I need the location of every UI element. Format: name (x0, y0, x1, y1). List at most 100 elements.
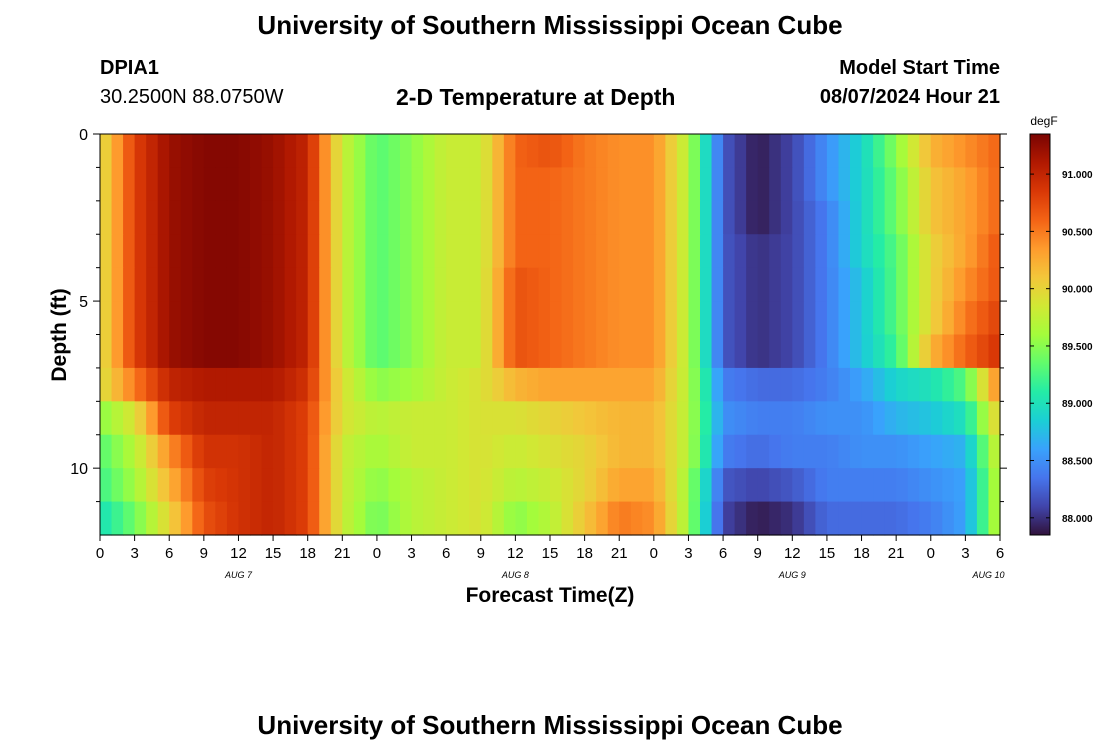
heatmap-cell (861, 468, 874, 503)
heatmap-cell (203, 367, 216, 402)
heatmap-cell (434, 301, 447, 336)
heatmap-cell (953, 367, 966, 402)
heatmap-cell (688, 200, 701, 235)
heatmap-cell (942, 200, 955, 235)
heatmap-cell (457, 167, 470, 202)
heatmap-cell (976, 434, 990, 469)
heatmap-cell (296, 434, 309, 469)
heatmap-cell (365, 167, 378, 202)
heatmap-cell (203, 167, 216, 202)
heatmap-cell (192, 134, 205, 169)
heatmap-cell (734, 501, 747, 536)
heatmap-cell (492, 234, 505, 269)
heatmap-cell (423, 134, 436, 169)
heatmap-cell (515, 434, 528, 469)
heatmap-cell (342, 501, 355, 536)
heatmap-cell (123, 234, 136, 269)
heatmap-cell (584, 301, 597, 336)
heatmap-cell (873, 301, 886, 336)
heatmap-cell (700, 167, 713, 202)
heatmap-cell (365, 501, 378, 536)
heatmap-cell (861, 434, 874, 469)
heatmap-cell (734, 367, 747, 402)
heatmap-cell (607, 167, 620, 202)
heatmap-cell (584, 167, 597, 202)
heatmap-cell (711, 234, 724, 269)
heatmap-cell (711, 167, 724, 202)
heatmap-cell (180, 334, 193, 369)
heatmap-cell (180, 501, 193, 536)
heatmap-cell (792, 167, 805, 202)
heatmap-cell (215, 234, 228, 269)
heatmap-cell (376, 434, 390, 469)
heatmap-cell (365, 367, 378, 402)
heatmap-cell (976, 401, 990, 436)
heatmap-cell (400, 200, 413, 235)
heatmap-cell (400, 167, 413, 202)
heatmap-cell (423, 234, 436, 269)
heatmap-cell (342, 167, 355, 202)
heatmap-cell (250, 167, 263, 202)
heatmap-cell (503, 134, 516, 169)
heatmap-cell (619, 401, 632, 436)
heatmap-cell (192, 267, 205, 302)
heatmap-cell (157, 267, 170, 302)
heatmap-cell (596, 401, 609, 436)
heatmap-cell (723, 367, 736, 402)
heatmap-cell (896, 267, 909, 302)
heatmap-cell (596, 167, 609, 202)
heatmap-cell (942, 401, 955, 436)
heatmap-cell (226, 267, 240, 302)
heatmap-cell (353, 200, 366, 235)
heatmap-cell (561, 434, 574, 469)
heatmap-cell (976, 468, 990, 503)
heatmap-cell (400, 401, 413, 436)
heatmap-cell (192, 234, 205, 269)
heatmap-cell (353, 501, 366, 536)
x-tick-label: 15 (542, 545, 559, 562)
heatmap-cell (988, 434, 1001, 469)
heatmap-cell (792, 301, 805, 336)
x-tick-label: 9 (200, 545, 208, 562)
heatmap-cell (826, 200, 840, 235)
heatmap-cell (157, 200, 170, 235)
heatmap-cell (400, 334, 413, 369)
heatmap-cell (273, 301, 286, 336)
heatmap-cell (642, 134, 655, 169)
heatmap-cell (953, 234, 966, 269)
x-axis-label: Forecast Time(Z) (465, 584, 635, 607)
heatmap-cell (388, 501, 401, 536)
heatmap-cell (411, 167, 424, 202)
heatmap-cell (100, 401, 113, 436)
heatmap-cell (803, 367, 816, 402)
y-tick-label: 0 (79, 127, 88, 144)
heatmap-cell (561, 200, 574, 235)
heatmap-cell (457, 367, 470, 402)
heatmap-cell (492, 134, 505, 169)
heatmap-cell (146, 167, 159, 202)
heatmap-cell (388, 267, 401, 302)
heatmap-cell (376, 334, 390, 369)
heatmap-cell (503, 334, 516, 369)
heatmap-cell (515, 468, 528, 503)
heatmap-cell (376, 167, 390, 202)
heatmap-cell (584, 134, 597, 169)
heatmap-cell (111, 334, 124, 369)
heatmap-cell (111, 267, 124, 302)
heatmap-cell (826, 167, 840, 202)
heatmap-cell (169, 434, 182, 469)
heatmap-cell (988, 134, 1001, 169)
heatmap-cell (930, 234, 943, 269)
heatmap-cell (480, 234, 493, 269)
heatmap-cell (584, 434, 597, 469)
heatmap-cell (896, 434, 909, 469)
heatmap-cell (330, 468, 343, 503)
heatmap-cell (930, 401, 943, 436)
heatmap-cell (250, 200, 263, 235)
heatmap-cell (469, 434, 482, 469)
heatmap-cell (976, 267, 990, 302)
heatmap-cell (434, 434, 447, 469)
heatmap-cell (769, 301, 782, 336)
heatmap-cell (400, 134, 413, 169)
heatmap-cell (203, 134, 216, 169)
